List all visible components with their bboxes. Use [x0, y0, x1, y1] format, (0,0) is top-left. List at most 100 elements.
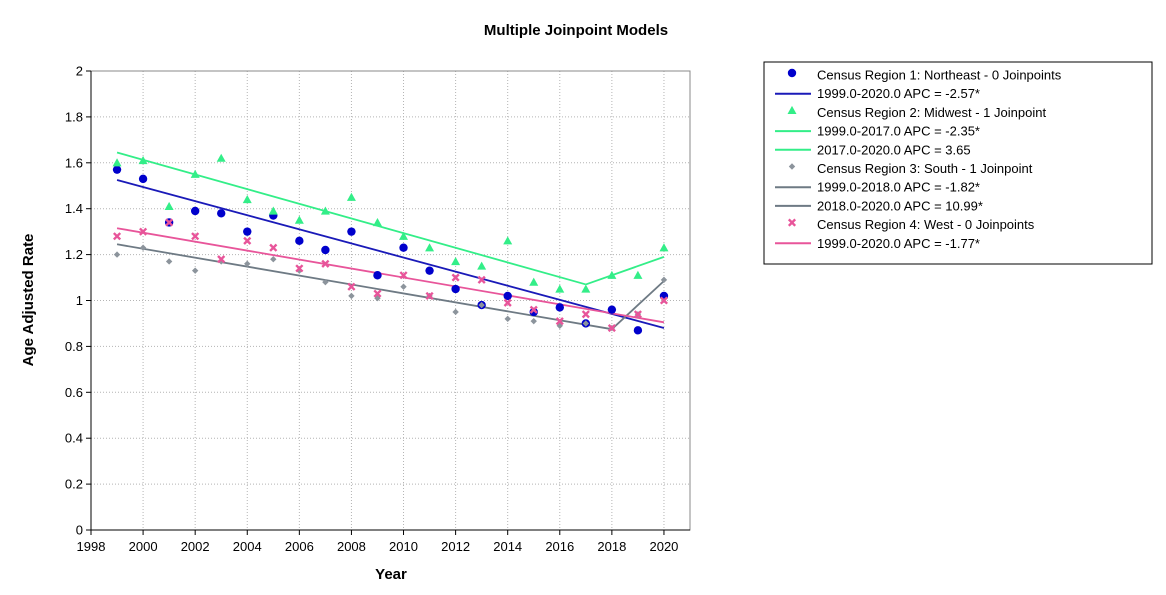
data-point-region-2 — [607, 270, 617, 279]
data-point-region-3 — [478, 301, 485, 309]
data-point-region-4 — [451, 273, 460, 282]
data-point-region-2 — [242, 195, 252, 204]
data-point-region-4-stroke — [243, 236, 252, 245]
data-points — [112, 153, 669, 335]
data-point-region-4-stroke — [425, 291, 434, 300]
data-point-region-4 — [112, 232, 122, 241]
data-point-region-3 — [530, 317, 537, 325]
data-point-region-4-stroke — [139, 227, 148, 236]
data-point-region-1 — [399, 243, 408, 252]
trend-line — [116, 179, 665, 329]
legend-label: 1999.0-2018.0 APC = -1.82* — [817, 180, 980, 195]
data-point-region-4 — [321, 259, 330, 268]
trend-line — [116, 227, 665, 324]
data-point-region-4-stroke — [503, 298, 512, 307]
legend-label: 1999.0-2020.0 APC = -1.77* — [817, 236, 980, 251]
data-point-region-2 — [294, 215, 304, 224]
data-point-region-2 — [425, 243, 435, 252]
data-point-region-4-stroke — [347, 282, 356, 291]
data-point-region-1 — [503, 291, 512, 301]
data-point-region-2 — [529, 277, 539, 286]
data-point-region-4 — [295, 264, 304, 273]
x-axis-title: Year — [375, 566, 407, 583]
data-point-region-2 — [346, 192, 356, 201]
x-tick-label: 2018 — [597, 539, 626, 554]
data-point-region-2 — [555, 284, 565, 293]
x-tick-label: 2012 — [441, 539, 470, 554]
data-point-region-4 — [555, 317, 564, 326]
data-point-region-1 — [243, 227, 252, 236]
data-point-region-2 — [190, 169, 200, 178]
data-point-region-3 — [139, 244, 147, 251]
data-point-region-2 — [659, 243, 669, 252]
data-point-region-4-stroke — [112, 232, 122, 241]
data-point-region-1 — [451, 284, 460, 294]
data-point-region-4-stroke — [217, 255, 226, 264]
gridlines — [91, 70, 690, 530]
data-point-region-1 — [529, 307, 538, 317]
data-point-region-3 — [244, 260, 251, 267]
data-point-region-3 — [348, 292, 355, 300]
data-point-region-4 — [633, 310, 642, 319]
data-point-region-3 — [322, 278, 329, 286]
x-tick-label: 2020 — [649, 539, 678, 554]
data-point-region-4-stroke — [321, 259, 330, 268]
data-point-region-1 — [217, 209, 226, 218]
legend-marker-stroke — [787, 218, 797, 227]
data-point-region-4-stroke — [373, 289, 382, 298]
data-point-region-2 — [477, 261, 487, 270]
axes: 1998 2000 2002 2004 2006 2008 2010 2012 2014 2016… — [65, 64, 691, 554]
legend: Census Region 1: Northeast - 0 Joinpoint… — [763, 61, 1153, 265]
data-point-region-1 — [425, 266, 434, 275]
data-point-region-4-stroke — [633, 310, 642, 319]
x-tick-label: 2010 — [389, 539, 418, 554]
x-tick-label: 2008 — [337, 539, 366, 554]
y-tick-label: 0.2 — [65, 477, 83, 492]
trend-lines — [116, 151, 665, 331]
x-tick-label: 2014 — [493, 539, 522, 554]
data-point-region-4-stroke — [165, 218, 174, 227]
data-point-region-4 — [607, 323, 616, 333]
data-point-region-4 — [581, 310, 590, 319]
trend-line — [611, 280, 665, 330]
trend-line — [585, 256, 665, 286]
x-tick-label: 2000 — [129, 539, 158, 554]
data-point-region-4-stroke — [451, 273, 460, 282]
data-point-region-4-stroke — [477, 275, 486, 284]
y-tick-label: 0 — [76, 523, 83, 538]
data-point-region-4 — [373, 289, 382, 298]
y-tick-label: 0.8 — [65, 339, 83, 354]
data-point-region-1 — [607, 305, 617, 314]
data-point-region-2 — [320, 206, 330, 215]
legend-marker — [788, 163, 796, 170]
data-point-region-4 — [139, 227, 148, 236]
x-tick-label: 2006 — [285, 539, 314, 554]
data-point-region-3 — [660, 276, 668, 284]
data-point-region-2 — [164, 201, 174, 211]
trend-line — [116, 243, 613, 331]
data-point-region-4-stroke — [295, 264, 304, 273]
x-tick-label: 2016 — [545, 539, 574, 554]
data-point-region-2 — [268, 206, 278, 215]
legend-label: 2018.0-2020.0 APC = 10.99* — [817, 198, 983, 213]
data-point-region-4 — [659, 296, 669, 305]
x-tick-label: 2002 — [181, 539, 210, 554]
data-point-region-1 — [138, 174, 148, 184]
data-point-region-4 — [269, 243, 278, 252]
y-tick-label: 2 — [76, 64, 83, 79]
data-point-region-4-stroke — [529, 305, 538, 314]
trend-line — [116, 151, 587, 286]
data-point-region-4-stroke — [555, 317, 564, 326]
data-point-region-4-stroke — [269, 243, 278, 252]
data-point-region-4-stroke — [607, 323, 616, 333]
data-point-region-3 — [165, 258, 173, 265]
data-point-region-4-stroke — [399, 271, 408, 280]
legend-marker — [787, 68, 797, 78]
chart-title: Multiple Joinpoint Models — [484, 22, 668, 39]
data-point-region-4 — [399, 271, 408, 280]
data-point-region-4-stroke — [191, 232, 200, 241]
data-point-region-3 — [452, 308, 459, 316]
legend-label: Census Region 1: Northeast - 0 Joinpoint… — [817, 68, 1062, 83]
data-point-region-2 — [112, 158, 122, 167]
